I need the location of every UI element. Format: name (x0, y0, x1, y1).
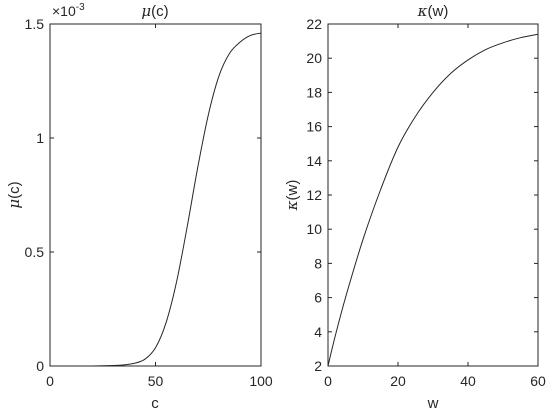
mu-plot-xlabel: c (151, 395, 159, 412)
kappa-plot-ytick-label: 12 (306, 187, 322, 203)
mu-plot-ticks: 0 50 100 0 0.5 1 1.5 (25, 16, 273, 389)
kappa-plot-ytick-label: 4 (314, 324, 322, 340)
kappa-plot-ticks: 0 20 40 60 2 4 6 8 10 12 14 16 18 20 22 (306, 16, 546, 389)
kappa-plot-xtick-label: 0 (324, 373, 332, 389)
mu-plot-ylabel: μ(c) (5, 181, 23, 208)
kappa-plot-ytick-label: 8 (314, 255, 322, 271)
kappa-plot-ytick-label: 18 (306, 84, 322, 100)
kappa-curve (327, 33, 539, 367)
kappa-plot-ytick-label: 14 (306, 153, 322, 169)
kappa-plot-panel: 0 20 40 60 2 4 6 8 10 12 14 16 18 20 22 κ(w) w κ(w) (283, 2, 546, 412)
mu-plot-exponent: ×10-3 (52, 2, 85, 19)
kappa-plot-xtick-label: 40 (460, 373, 476, 389)
kappa-plot-ytick-label: 16 (306, 119, 322, 135)
kappa-plot-xlabel: w (427, 395, 439, 412)
mu-plot-ytick-label: 1.5 (25, 16, 45, 32)
kappa-plot-xtick-label: 60 (530, 373, 546, 389)
mu-plot-xtick-label: 100 (249, 373, 273, 389)
mu-plot-panel: 0 50 100 0 0.5 1 1.5 μ(c) c μ(c) ×10-3 (5, 2, 273, 412)
mu-plot-xtick-label: 0 (46, 373, 54, 389)
kappa-plot-ytick-label: 6 (314, 290, 322, 306)
mu-curve (50, 32, 262, 367)
mu-plot-ytick-label: 0.5 (25, 244, 45, 260)
kappa-plot-title: κ(w) (417, 2, 449, 20)
kappa-plot-ytick-label: 10 (306, 221, 322, 237)
kappa-plot-ytick-label: 22 (306, 16, 322, 32)
mu-plot-ytick-label: 0 (36, 358, 44, 374)
kappa-plot-ylabel: κ(w) (283, 180, 301, 212)
mu-plot-title: μ(c) (141, 2, 168, 20)
kappa-plot-xtick-label: 20 (390, 373, 406, 389)
mu-plot-ytick-label: 1 (36, 130, 44, 146)
kappa-plot-ytick-label: 20 (306, 50, 322, 66)
kappa-plot-ytick-label: 2 (314, 358, 322, 374)
mu-plot-xtick-label: 50 (148, 373, 164, 389)
